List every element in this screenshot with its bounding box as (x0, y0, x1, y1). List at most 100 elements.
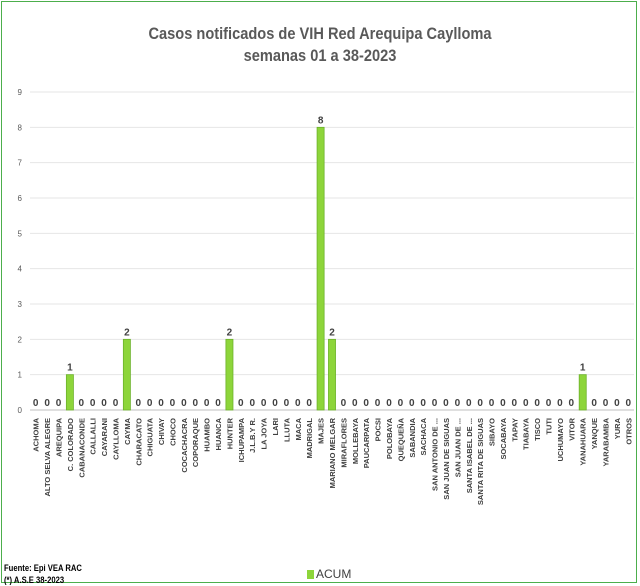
data-label: 0 (466, 398, 472, 409)
bar (122, 338, 131, 411)
data-label: 0 (33, 398, 39, 409)
footnote: (*) A.S.E 38-2023 (4, 575, 65, 585)
data-label: 0 (626, 398, 632, 409)
x-tick-label: SAN JUAN DE SIGUAS (442, 418, 451, 500)
y-axis-ticks: 0 1 2 3 4 5 6 7 8 9 (18, 88, 23, 415)
data-label: 0 (557, 398, 563, 409)
bar (225, 338, 234, 411)
data-label: 0 (569, 398, 575, 409)
y-tick-label: 2 (18, 335, 23, 344)
x-tick-label: HUAMBO (203, 418, 212, 452)
x-tick-label: YURA (613, 417, 622, 439)
data-label: 0 (284, 398, 290, 409)
data-label: 0 (443, 398, 449, 409)
x-tick-label: ACHOMA (32, 417, 41, 451)
x-tick-label: C. COLORADO (66, 418, 75, 471)
x-tick-label: CAYARANI (100, 418, 109, 456)
x-tick-label: VITOR (567, 417, 576, 440)
data-label: 0 (591, 398, 597, 409)
y-tick-label: 3 (18, 300, 23, 309)
data-label: 0 (215, 398, 221, 409)
x-tick-label: MARIANO MELGAR (328, 417, 337, 488)
y-tick-label: 8 (18, 123, 23, 132)
data-label: 0 (170, 398, 176, 409)
x-tick-label: CAYLLOMA (111, 417, 120, 459)
data-label: 0 (249, 398, 255, 409)
data-label: 0 (432, 398, 438, 409)
data-label: 8 (318, 115, 324, 126)
x-tick-label: SAN JUAN DE ... (453, 418, 462, 477)
x-tick-label: MAJES (317, 418, 326, 444)
data-label: 1 (67, 363, 73, 374)
legend: ACUM (307, 566, 351, 582)
data-label: 0 (489, 398, 495, 409)
x-tick-label: TISCO (533, 418, 542, 441)
x-tick-label: OTROS (624, 418, 633, 445)
data-label: 0 (181, 398, 187, 409)
x-tick-label: SABANDIA (408, 417, 417, 457)
data-label: 2 (124, 327, 130, 338)
data-label: 0 (363, 398, 369, 409)
x-tick-label: MADRIGAL (305, 418, 314, 459)
x-tick-label: CABANACONDE (77, 418, 86, 478)
x-tick-label: SOCABAYA (499, 417, 508, 459)
x-tick-label: TIABAYA (522, 417, 531, 450)
x-tick-label: SANTA ISABEL DE ... (465, 418, 474, 493)
source-note: Fuente: Epi VEA RAC (4, 563, 82, 573)
data-label: 0 (352, 398, 358, 409)
data-label: 0 (272, 398, 278, 409)
x-tick-label: CHOCO (168, 418, 177, 446)
x-tick-label: LARI (271, 418, 280, 436)
y-tick-label: 5 (18, 229, 23, 238)
x-tick-label: YARABAMBA (602, 417, 611, 466)
y-tick-label: 0 (18, 406, 23, 415)
data-label: 0 (101, 398, 107, 409)
bar (65, 374, 74, 411)
x-tick-label: QUEQUEÑA (396, 417, 405, 461)
x-tick-label: HUANCA (214, 417, 223, 450)
data-label: 0 (147, 398, 153, 409)
x-tick-label: LLUTA (282, 417, 291, 442)
data-label: 0 (614, 398, 620, 409)
data-label: 0 (204, 398, 210, 409)
data-label: 0 (500, 398, 506, 409)
data-label: 0 (420, 398, 426, 409)
y-tick-label: 7 (18, 159, 23, 168)
x-tick-label: POLOBAYA (385, 417, 394, 459)
data-label: 0 (238, 398, 244, 409)
x-tick-label: SANTA RITA DE SIGUAS (476, 418, 485, 505)
x-tick-label: POCSI (374, 418, 383, 441)
x-tick-label: YANAHUARA (579, 417, 588, 465)
chart-title: Casos notificados de VIH Red Arequipa Ca… (148, 24, 492, 43)
data-label: 0 (455, 398, 461, 409)
bar (328, 338, 336, 411)
data-label: 0 (44, 398, 50, 409)
x-tick-label: COPORAQUE (191, 418, 200, 467)
data-label: 0 (158, 398, 164, 409)
legend-swatch (307, 569, 314, 579)
data-label: 0 (90, 398, 96, 409)
y-tick-label: 4 (18, 265, 23, 274)
data-label: 0 (295, 398, 301, 409)
x-tick-label: LA JOYA (260, 417, 269, 449)
data-label: 0 (534, 398, 540, 409)
data-label: 0 (135, 398, 141, 409)
data-label: 0 (523, 398, 529, 409)
data-label: 0 (79, 398, 85, 409)
x-tick-label: HUNTER (225, 417, 234, 449)
data-label: 0 (341, 398, 347, 409)
data-label: 0 (375, 398, 381, 409)
x-axis-ticks: ACHOMA ALTO SELVA ALEGRE AREQUIPA C. COLORA… (32, 417, 634, 505)
x-tick-label: J.L.B.Y R. (248, 418, 257, 453)
chart-subtitle: semanas 01 a 38-2023 (243, 46, 397, 65)
x-tick-label: SACHACA (419, 417, 428, 455)
data-label: 0 (113, 398, 119, 409)
y-tick-label: 9 (18, 88, 23, 97)
x-tick-label: ICHUPAMPA (237, 417, 246, 462)
data-label: 0 (546, 398, 552, 409)
x-tick-label: COCACHACRA (180, 417, 189, 472)
data-label: 0 (261, 398, 267, 409)
data-label: 0 (306, 398, 312, 409)
x-tick-label: SIBAYO (488, 418, 497, 446)
